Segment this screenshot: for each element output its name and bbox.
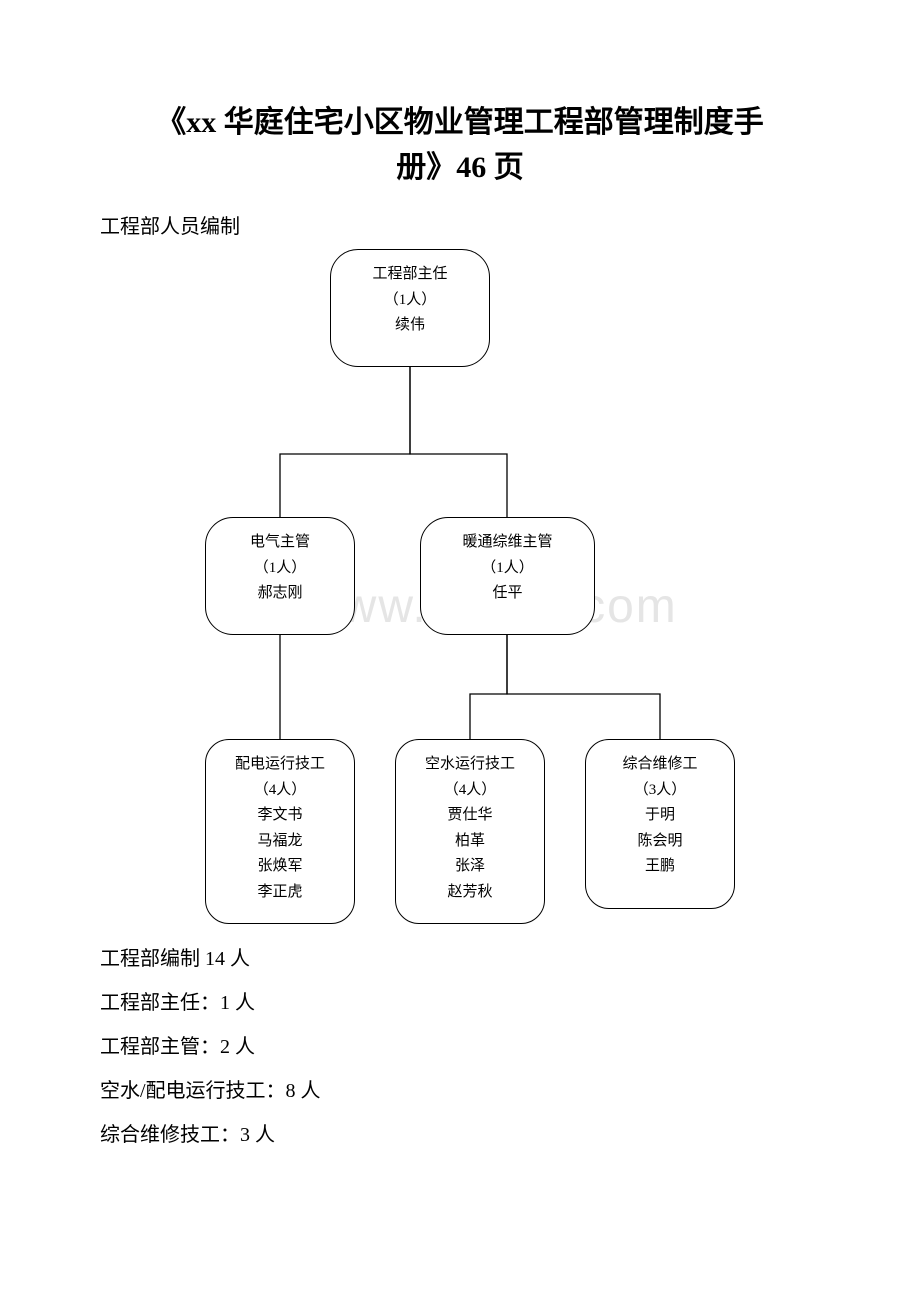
node-line: 柏革 <box>402 829 538 855</box>
summary-line: 综合维修技工：3 人 <box>60 1113 860 1157</box>
org-node-leaf3: 综合维修工（3人）于明陈会明王鹏 <box>585 739 735 909</box>
connector-line <box>507 635 660 739</box>
node-line: 郝志刚 <box>212 581 348 607</box>
org-node-leaf1: 配电运行技工（4人）李文书马福龙张焕军李正虎 <box>205 739 355 924</box>
org-node-root: 工程部主任（1人）续伟 <box>330 249 490 367</box>
org-node-leaf2: 空水运行技工（4人）贾仕华柏革张泽赵芳秋 <box>395 739 545 924</box>
summary-line: 工程部主任：1 人 <box>60 981 860 1025</box>
node-line: （1人） <box>337 288 483 314</box>
node-line: 贾仕华 <box>402 803 538 829</box>
org-chart: www.bdocx.com 工程部主任（1人）续伟电气主管（1人）郝志刚暖通综维… <box>145 249 735 929</box>
node-line: 王鹏 <box>592 854 728 880</box>
summary-line: 工程部主管：2 人 <box>60 1025 860 1069</box>
connector-line <box>280 367 410 517</box>
node-line: 张焕军 <box>212 854 348 880</box>
node-line: 马福龙 <box>212 829 348 855</box>
node-line: （1人） <box>427 556 588 582</box>
connector-line <box>470 635 507 739</box>
node-line: 陈会明 <box>592 829 728 855</box>
node-line: 电气主管 <box>212 530 348 556</box>
summary-block: 工程部编制 14 人工程部主任：1 人工程部主管：2 人空水/配电运行技工：8 … <box>60 937 860 1157</box>
node-line: （4人） <box>402 778 538 804</box>
node-line: （1人） <box>212 556 348 582</box>
node-line: （3人） <box>592 778 728 804</box>
node-line: 空水运行技工 <box>402 752 538 778</box>
summary-line: 空水/配电运行技工：8 人 <box>60 1069 860 1113</box>
node-line: 工程部主任 <box>337 262 483 288</box>
org-node-mgr2: 暖通综维主管（1人）任平 <box>420 517 595 635</box>
org-node-mgr1: 电气主管（1人）郝志刚 <box>205 517 355 635</box>
node-line: 暖通综维主管 <box>427 530 588 556</box>
node-line: 配电运行技工 <box>212 752 348 778</box>
node-line: 张泽 <box>402 854 538 880</box>
node-line: （4人） <box>212 778 348 804</box>
summary-line: 工程部编制 14 人 <box>60 937 860 981</box>
section-label: 工程部人员编制 <box>60 210 860 239</box>
document-title: 《xx 华庭住宅小区物业管理工程部管理制度手 册》46 页 <box>60 100 860 190</box>
title-line-2: 册》46 页 <box>396 151 524 184</box>
node-line: 综合维修工 <box>592 752 728 778</box>
node-line: 于明 <box>592 803 728 829</box>
node-line: 赵芳秋 <box>402 880 538 906</box>
node-line: 续伟 <box>337 313 483 339</box>
connector-line <box>410 367 507 517</box>
node-line: 任平 <box>427 581 588 607</box>
title-line-1: 《xx 华庭住宅小区物业管理工程部管理制度手 <box>156 106 764 139</box>
node-line: 李正虎 <box>212 880 348 906</box>
node-line: 李文书 <box>212 803 348 829</box>
